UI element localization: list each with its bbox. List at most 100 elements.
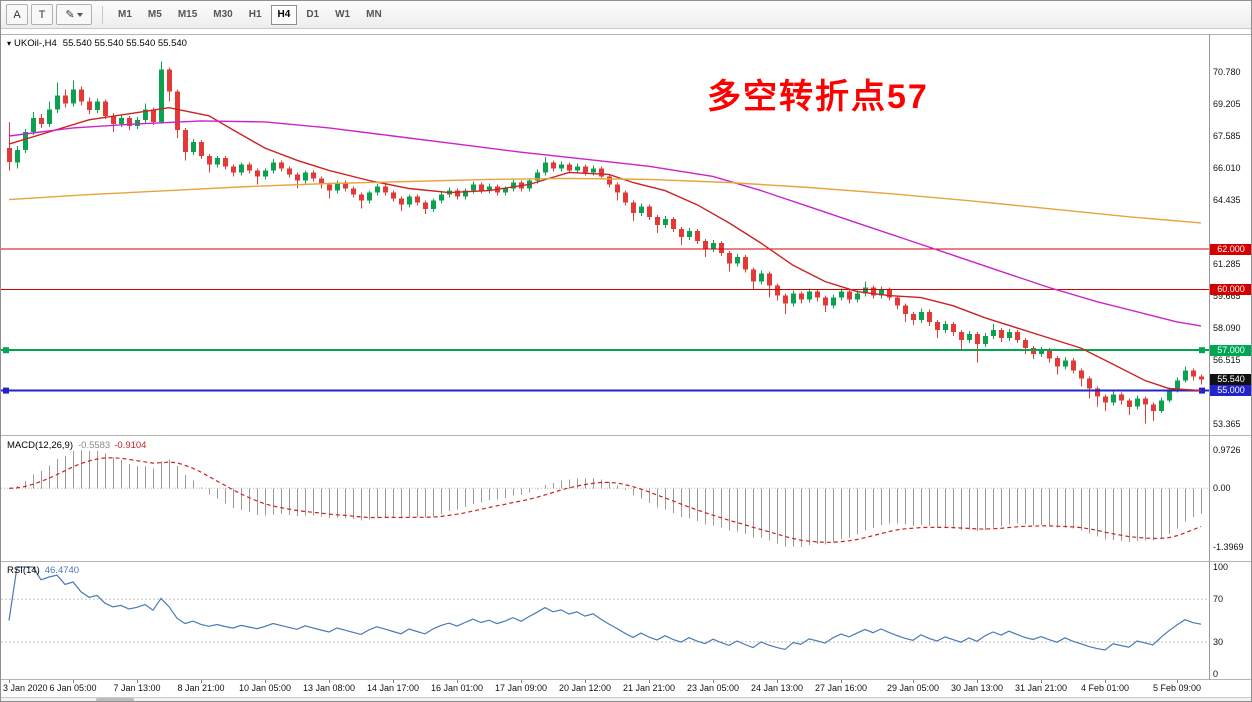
candle-down bbox=[87, 101, 92, 110]
candle-up bbox=[1063, 360, 1068, 367]
time-tick bbox=[585, 680, 586, 683]
candle-down bbox=[319, 178, 324, 185]
timeframe-m1[interactable]: M1 bbox=[111, 5, 139, 25]
line-handle[interactable] bbox=[3, 347, 9, 354]
candle-down bbox=[175, 91, 180, 130]
time-tick bbox=[73, 680, 74, 683]
h-scrollbar[interactable] bbox=[1, 698, 1251, 701]
time-tick bbox=[1105, 680, 1106, 683]
timeframe-m5[interactable]: M5 bbox=[141, 5, 169, 25]
h-scrollbar-thumb[interactable] bbox=[96, 698, 134, 701]
candle-down bbox=[775, 285, 780, 296]
candle-down bbox=[183, 129, 188, 153]
line-handle[interactable] bbox=[3, 387, 9, 394]
candle-down bbox=[111, 115, 116, 124]
candle-down bbox=[1071, 360, 1076, 371]
candle-down bbox=[279, 162, 284, 169]
pencil-icon: ✎ bbox=[65, 9, 75, 21]
candle-down bbox=[671, 218, 676, 229]
candle-up bbox=[471, 184, 476, 191]
time-axis-label: 24 Jan 13:00 bbox=[750, 683, 804, 693]
candle-down bbox=[999, 329, 1004, 338]
candle-up bbox=[367, 192, 372, 201]
candle-down bbox=[127, 117, 132, 126]
candle-up bbox=[687, 231, 692, 238]
candle-down bbox=[63, 95, 68, 104]
macd-panel[interactable] bbox=[1, 436, 1209, 561]
candle-down bbox=[655, 216, 660, 225]
candle-down bbox=[1151, 404, 1156, 411]
time-axis-label: 13 Jan 08:00 bbox=[302, 683, 356, 693]
time-axis-label: 30 Jan 13:00 bbox=[950, 683, 1004, 693]
price-scale-label: 56.515 bbox=[1213, 354, 1241, 365]
macd-scale-label: 0.9726 bbox=[1213, 445, 1241, 455]
time-tick bbox=[913, 680, 914, 683]
macd-name: MACD(12,26,9) bbox=[7, 440, 73, 451]
price-scale-label: 58.090 bbox=[1213, 323, 1241, 334]
candle-down bbox=[719, 243, 724, 254]
candle-down bbox=[151, 109, 156, 122]
price-scale-label: 61.285 bbox=[1213, 258, 1241, 269]
timeframe-h1[interactable]: H1 bbox=[242, 5, 269, 25]
candle-down bbox=[1191, 370, 1196, 377]
candle-up bbox=[159, 69, 164, 122]
panel-divider-macd[interactable] bbox=[1, 435, 1251, 436]
timeframe-h4[interactable]: H4 bbox=[270, 4, 298, 25]
timeframe-m30[interactable]: M30 bbox=[206, 5, 239, 25]
candle-up bbox=[303, 172, 308, 181]
main-chart-panel[interactable] bbox=[1, 35, 1209, 435]
candle-down bbox=[767, 273, 772, 286]
macd-main-value: -0.5583 bbox=[78, 440, 111, 451]
timeframe-w1[interactable]: W1 bbox=[328, 5, 357, 25]
rsi-scale-label: 30 bbox=[1213, 636, 1224, 647]
candle-down bbox=[7, 148, 12, 163]
candle-up bbox=[991, 329, 996, 336]
drawing-tool-button[interactable]: ✎ bbox=[56, 4, 92, 25]
candle-up bbox=[503, 188, 508, 193]
time-axis[interactable]: 3 Jan 2020 6 Jan 05:00 7 Jan 13:00 8 Jan 21… bbox=[1, 680, 1251, 697]
candle-up bbox=[807, 291, 812, 300]
timeframe-d1[interactable]: D1 bbox=[299, 5, 326, 25]
price-scale[interactable] bbox=[1210, 35, 1251, 679]
candle-down bbox=[951, 323, 956, 332]
line-handle[interactable] bbox=[1199, 347, 1205, 354]
macd-signal-value: -0.9104 bbox=[114, 440, 147, 451]
candle-down bbox=[727, 253, 732, 264]
candle-up bbox=[1007, 332, 1012, 339]
chart-dropdown-icon[interactable]: ▾ bbox=[7, 39, 12, 48]
panel-divider-rsi[interactable] bbox=[1, 561, 1251, 562]
candle-up bbox=[143, 109, 148, 120]
ohlc-values: 55.540 55.540 55.540 55.540 bbox=[62, 38, 187, 49]
candle-up bbox=[943, 323, 948, 330]
candle-down bbox=[799, 293, 804, 300]
symbol-period-label: UKOil-,H4 bbox=[14, 38, 57, 49]
candle-down bbox=[623, 192, 628, 203]
candle-down bbox=[255, 170, 260, 177]
candle-up bbox=[1111, 394, 1116, 403]
candle-up bbox=[191, 142, 196, 153]
candle-up bbox=[639, 206, 644, 213]
candle-down bbox=[695, 231, 700, 242]
price-badge-55.000: 55.000 bbox=[1210, 385, 1251, 397]
text-tool-button[interactable]: T bbox=[31, 4, 53, 25]
macd-scale-label: 0.00 bbox=[1213, 483, 1231, 494]
rsi-panel[interactable] bbox=[1, 562, 1209, 679]
candle-up bbox=[47, 109, 52, 124]
rsi-indicator-label: RSI(14) 46.4740 bbox=[7, 565, 79, 576]
chart-annotation-text[interactable]: 多空转折点57 bbox=[707, 78, 929, 116]
candle-up bbox=[1167, 390, 1172, 401]
candle-up bbox=[575, 166, 580, 171]
candle-up bbox=[967, 334, 972, 341]
time-tick bbox=[265, 680, 266, 683]
candle-down bbox=[1079, 370, 1084, 379]
candle-up bbox=[95, 101, 100, 110]
line-handle[interactable] bbox=[1199, 387, 1205, 394]
candle-down bbox=[783, 295, 788, 304]
time-axis-border bbox=[1, 679, 1251, 680]
candle-up bbox=[1183, 370, 1188, 381]
pointer-tool-button[interactable]: A bbox=[6, 4, 28, 25]
candle-down bbox=[1047, 350, 1052, 359]
timeframe-mn[interactable]: MN bbox=[359, 5, 389, 25]
timeframe-m15[interactable]: M15 bbox=[171, 5, 204, 25]
price-scale-label: 59.665 bbox=[1213, 291, 1241, 302]
